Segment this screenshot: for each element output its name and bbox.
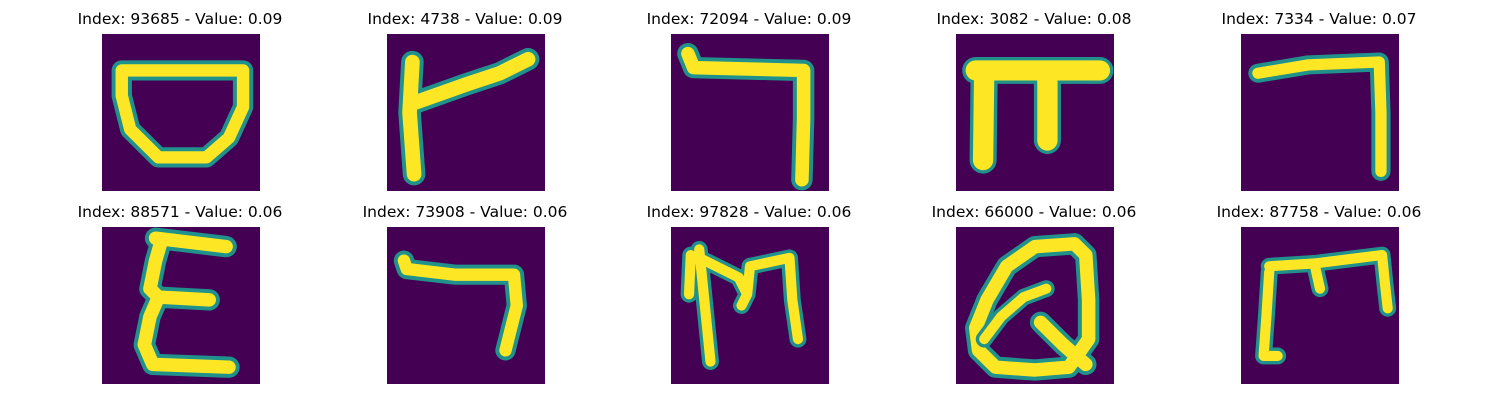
- glyph-stroke: [680, 241, 807, 370]
- glyph-stroke: [962, 56, 1114, 174]
- glyph-stroke: [393, 250, 527, 361]
- glyph-stroke: [111, 60, 254, 168]
- glyph-image: [102, 227, 260, 384]
- panel-title: Index: 4738 - Value: 0.09: [367, 10, 563, 28]
- glyph-image: [956, 227, 1114, 384]
- panel-10: Index: 87758 - Value: 0.06: [1189, 203, 1449, 384]
- panel-title: Index: 72094 - Value: 0.09: [646, 10, 852, 28]
- glyph-image: [671, 34, 829, 191]
- glyph-stroke: [398, 48, 540, 186]
- panel-1: Index: 93685 - Value: 0.09: [50, 10, 310, 191]
- glyph-image: [1241, 227, 1399, 384]
- panel-4: Index: 3082 - Value: 0.08: [904, 10, 1164, 191]
- glyph-image: [1241, 34, 1399, 191]
- glyph-image: [102, 34, 260, 191]
- panel-title: Index: 3082 - Value: 0.08: [936, 10, 1132, 28]
- panel-3: Index: 72094 - Value: 0.09: [619, 10, 879, 191]
- glyph-image: [956, 34, 1114, 191]
- panel-title: Index: 87758 - Value: 0.06: [1216, 203, 1422, 221]
- panel-6: Index: 88571 - Value: 0.06: [50, 203, 310, 384]
- glyph-stroke: [965, 233, 1100, 381]
- panel-title: Index: 97828 - Value: 0.06: [646, 203, 852, 221]
- glyph-image: [671, 227, 829, 384]
- panel-8: Index: 97828 - Value: 0.06: [619, 203, 879, 384]
- glyph-stroke: [1248, 52, 1391, 181]
- panel-title: Index: 73908 - Value: 0.06: [362, 203, 568, 221]
- glyph-stroke: [133, 227, 240, 378]
- glyph-image: [387, 34, 545, 191]
- panel-2: Index: 4738 - Value: 0.09: [335, 10, 595, 191]
- panel-5: Index: 7334 - Value: 0.07: [1189, 10, 1449, 191]
- panel-title: Index: 88571 - Value: 0.06: [77, 203, 283, 221]
- panel-title: Index: 93685 - Value: 0.09: [77, 10, 283, 28]
- panel-title: Index: 7334 - Value: 0.07: [1221, 10, 1417, 28]
- glyph-image: [387, 227, 545, 384]
- glyph-stroke: [677, 42, 815, 191]
- panel-9: Index: 66000 - Value: 0.06: [904, 203, 1164, 384]
- glyph-stroke: [1255, 246, 1397, 365]
- panel-7: Index: 73908 - Value: 0.06: [335, 203, 595, 384]
- panel-title: Index: 66000 - Value: 0.06: [931, 203, 1137, 221]
